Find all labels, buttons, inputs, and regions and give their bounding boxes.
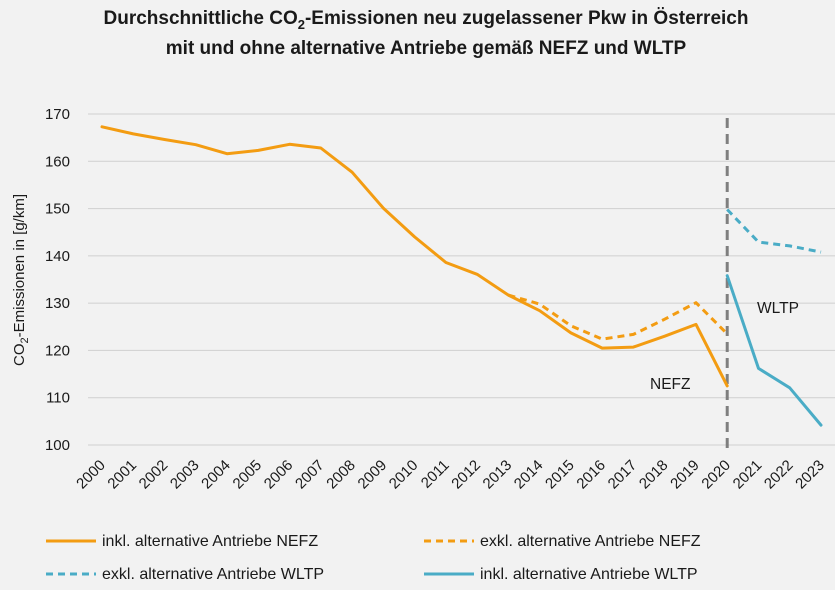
x-tick-2021: 2021 [730, 457, 766, 493]
chart-title-line-2: mit und ohne alternative Antriebe gemäß … [166, 38, 687, 59]
legend: inkl. alternative Antriebe NEFZ exkl. alt… [46, 533, 701, 583]
y-axis-title-part-b: -Emissionen in [g/km] [11, 194, 28, 337]
chart-title-part-a: Durchschnittliche CO [104, 8, 298, 29]
x-tick-2014: 2014 [511, 457, 547, 493]
legend-label-2: exkl. alternative Antriebe NEFZ [480, 533, 701, 550]
annotation-nefz: NEFZ [650, 376, 690, 393]
x-tick-2012: 2012 [448, 457, 484, 493]
series-lines [100, 125, 823, 427]
x-tick-2009: 2009 [355, 457, 391, 493]
gridlines [88, 113, 835, 446]
y-tick-160: 160 [45, 153, 70, 170]
y-tick-120: 120 [45, 342, 70, 359]
x-tick-2022: 2022 [761, 457, 797, 493]
x-tick-2018: 2018 [636, 457, 672, 493]
x-tick-2001: 2001 [104, 457, 140, 493]
y-tick-170: 170 [45, 106, 70, 123]
x-tick-2008: 2008 [323, 457, 359, 493]
series-line-4 [725, 274, 823, 427]
chart-title-subscript: 2 [298, 17, 305, 32]
x-tick-2000: 2000 [73, 457, 109, 493]
x-tick-2017: 2017 [605, 457, 641, 493]
x-tick-2013: 2013 [480, 457, 516, 493]
x-tick-2019: 2019 [667, 457, 703, 493]
y-axis-title-part-a: CO [11, 344, 28, 367]
x-tick-2007: 2007 [292, 457, 328, 493]
chart-title-line-1: Durchschnittliche CO2-Emissionen neu zug… [104, 8, 749, 32]
y-tick-labels: 100 110 120 130 140 150 160 170 [45, 106, 70, 454]
y-tick-150: 150 [45, 201, 70, 218]
y-tick-130: 130 [45, 295, 70, 312]
x-tick-labels: 2000200120022003200420052006200720082009… [73, 457, 828, 493]
y-tick-100: 100 [45, 437, 70, 454]
x-tick-2006: 2006 [261, 457, 297, 493]
legend-label-4: inkl. alternative Antriebe WLTP [480, 566, 698, 583]
series-line-1 [100, 125, 729, 388]
y-tick-110: 110 [46, 390, 70, 407]
annotation-wltp: WLTP [757, 300, 799, 317]
x-tick-2010: 2010 [386, 457, 422, 493]
x-tick-2015: 2015 [542, 457, 578, 493]
x-tick-2011: 2011 [418, 457, 453, 492]
annotations: NEFZ WLTP [650, 300, 799, 393]
x-tick-2005: 2005 [230, 457, 266, 493]
series-line-3 [726, 208, 822, 254]
x-tick-2003: 2003 [167, 457, 203, 493]
x-tick-2002: 2002 [136, 457, 172, 493]
x-tick-2020: 2020 [698, 457, 734, 493]
y-axis-title: CO2-Emissionen in [g/km] [11, 194, 31, 366]
legend-label-1: inkl. alternative Antriebe NEFZ [102, 533, 318, 550]
legend-label-3: exkl. alternative Antriebe WLTP [102, 566, 324, 583]
y-axis-title-subscript: 2 [19, 337, 31, 343]
series-line-2 [507, 293, 729, 341]
x-tick-2004: 2004 [198, 457, 234, 493]
x-tick-2016: 2016 [573, 457, 609, 493]
chart-title-part-b: -Emissionen neu zugelassener Pkw in Öste… [305, 8, 749, 29]
x-tick-2023: 2023 [792, 457, 828, 493]
y-tick-140: 140 [45, 248, 70, 265]
